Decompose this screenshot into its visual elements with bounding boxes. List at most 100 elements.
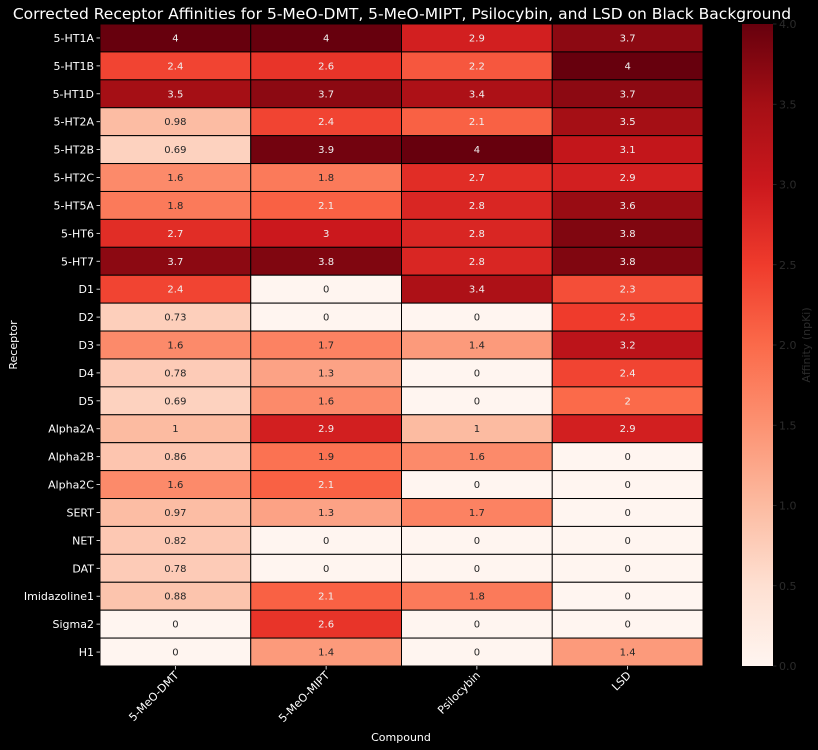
colorbar-ticks: 0.0 0.5 1.0 1.5 2.0 2.5 3.0 3.5 4.0 xyxy=(773,18,797,673)
heatmap-cell xyxy=(551,470,704,500)
heatmap-cell xyxy=(250,330,402,360)
cell-value-label: 0.78 xyxy=(164,564,186,575)
cell-value-label: 4 xyxy=(624,61,630,72)
heatmap-cell xyxy=(551,498,704,527)
cell-value-label: 1 xyxy=(474,424,480,435)
y-tick-label: 5-HT1D xyxy=(53,88,94,101)
cell-value-label: 0 xyxy=(323,564,329,575)
x-tick-label: 5-MeO-MIPT xyxy=(276,669,332,725)
colorbar-tick-label: 3.5 xyxy=(779,98,797,111)
y-tick-label: 5-HT7 xyxy=(61,255,94,268)
cell-value-label: 2.1 xyxy=(469,117,485,128)
chart-title: Corrected Receptor Affinities for 5-MeO-… xyxy=(13,5,791,23)
cell-value-label: 0 xyxy=(624,536,630,547)
cell-value-label: 0 xyxy=(323,313,329,324)
cell-value-label: 0 xyxy=(624,508,630,519)
heatmap-cell xyxy=(401,330,553,360)
cell-value-label: 1.7 xyxy=(469,508,485,519)
colorbar-tick-label: 2.0 xyxy=(779,339,797,352)
heatmap-cell xyxy=(551,525,704,555)
y-tick-label: DAT xyxy=(72,562,94,575)
cell-value-label: 2.9 xyxy=(469,33,485,44)
heatmap-cell xyxy=(551,553,704,583)
y-tick-label: D2 xyxy=(79,311,94,324)
cell-value-label: 1.8 xyxy=(469,592,485,603)
cell-value-label: 1.6 xyxy=(167,173,183,184)
colorbar-tick-label: 0.5 xyxy=(779,580,797,593)
y-tick-label: 5-HT1A xyxy=(54,32,95,45)
heatmap-cell xyxy=(551,330,704,360)
cell-value-label: 0 xyxy=(474,313,480,324)
y-tick-label: SERT xyxy=(67,506,95,519)
heatmap-cell xyxy=(401,609,553,639)
y-axis-ticks: 5-HT1A 5-HT1B 5-HT1D 5-HT2A 5-HT2B 5-HT2C 5-HT… xyxy=(24,32,100,659)
heatmap-cell xyxy=(551,581,704,611)
heatmap-cell xyxy=(250,470,402,500)
cell-value-label: 2.4 xyxy=(620,368,636,379)
cell-value-label: 2.6 xyxy=(318,620,334,631)
heatmap-cell xyxy=(250,135,402,165)
heatmap-cells: 4 4 2.9 3.7 2.4 2.6 2.2 4 3.5 3.7 3.4 3.7 0.98 2.4 2.1… xyxy=(99,23,704,667)
cell-value-label: 2.1 xyxy=(318,480,334,491)
cell-value-label: 0.69 xyxy=(164,145,186,156)
cell-value-label: 0 xyxy=(624,452,630,463)
cell-value-label: 3.1 xyxy=(620,145,636,156)
heatmap-cell xyxy=(250,386,402,416)
cell-value-label: 3.5 xyxy=(620,117,636,128)
heatmap-cell xyxy=(250,498,402,527)
x-tick-label: LSD xyxy=(609,669,633,693)
heatmap-cell xyxy=(401,274,553,304)
cell-value-label: 0.82 xyxy=(164,536,186,547)
cell-value-label: 3.7 xyxy=(620,33,636,44)
colorbar-tick-label: 4.0 xyxy=(779,18,797,31)
x-tick-label: Psilocybin xyxy=(435,669,483,717)
heatmap-cell xyxy=(551,442,704,472)
cell-value-label: 0 xyxy=(172,620,178,631)
heatmap-cell xyxy=(99,163,252,192)
y-tick-label: D3 xyxy=(79,339,94,352)
colorbar-tick-label: 2.5 xyxy=(779,259,797,272)
cell-value-label: 1.3 xyxy=(318,508,334,519)
x-axis-ticks: 5-MeO-DMT 5-MeO-MIPT Psilocybin LSD xyxy=(126,666,634,725)
y-axis-label: Receptor xyxy=(7,320,20,370)
y-tick-label: Sigma2 xyxy=(53,618,94,631)
heatmap-cell xyxy=(401,386,553,416)
colorbar-tick-label: 0.0 xyxy=(779,660,797,673)
cell-value-label: 0.88 xyxy=(164,592,186,603)
heatmap-cell xyxy=(401,135,553,165)
cell-value-label: 3.8 xyxy=(318,257,334,268)
cell-value-label: 1.6 xyxy=(167,341,183,352)
cell-value-label: 0 xyxy=(323,536,329,547)
cell-value-label: 3.5 xyxy=(167,89,183,100)
cell-value-label: 2.7 xyxy=(469,173,485,184)
y-tick-label: H1 xyxy=(79,646,94,659)
heatmap-cell xyxy=(401,470,553,500)
colorbar-tick-label: 1.5 xyxy=(779,419,797,432)
cell-value-label: 1.6 xyxy=(469,452,485,463)
heatmap-cell xyxy=(551,79,704,109)
cell-value-label: 3.2 xyxy=(620,341,636,352)
cell-value-label: 3.7 xyxy=(620,89,636,100)
cell-value-label: 0.69 xyxy=(164,396,186,407)
cell-value-label: 1.6 xyxy=(318,396,334,407)
cell-value-label: 1.7 xyxy=(318,341,334,352)
cell-value-label: 3.4 xyxy=(469,285,485,296)
cell-value-label: 0 xyxy=(474,368,480,379)
cell-value-label: 3.4 xyxy=(469,89,485,100)
cell-value-label: 3.8 xyxy=(620,229,636,240)
heatmap-cell xyxy=(401,553,553,583)
cell-value-label: 2.6 xyxy=(318,61,334,72)
cell-value-label: 2.4 xyxy=(167,285,183,296)
heatmap-cell xyxy=(99,553,252,583)
heatmap-cell xyxy=(250,107,402,137)
cell-value-label: 1.3 xyxy=(318,368,334,379)
cell-value-label: 0.97 xyxy=(164,508,186,519)
heatmap-cell xyxy=(250,525,402,555)
y-tick-label: D4 xyxy=(79,367,94,380)
heatmap-cell xyxy=(401,218,553,248)
cell-value-label: 4 xyxy=(172,33,178,44)
heatmap-cell xyxy=(551,107,704,137)
heatmap-cell xyxy=(99,637,252,667)
cell-value-label: 1.6 xyxy=(167,480,183,491)
heatmap-cell xyxy=(99,330,252,360)
